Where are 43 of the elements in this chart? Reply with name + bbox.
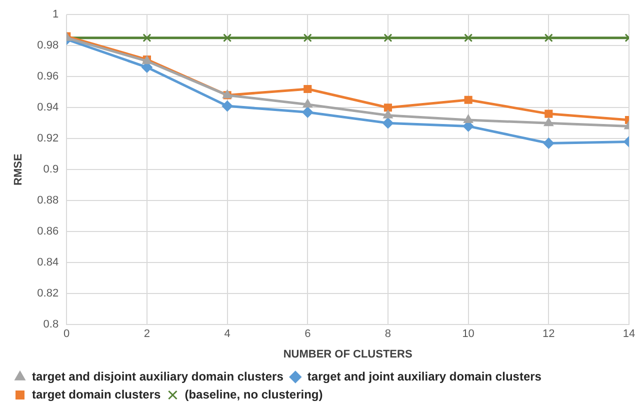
point [544, 118, 554, 126]
point [543, 138, 554, 149]
point [464, 96, 472, 104]
x-tick-label: 4 [224, 328, 230, 340]
y-tick-label: 0.92 [37, 132, 59, 145]
point [304, 84, 312, 94]
point [384, 104, 392, 112]
y-tick-label: 0.9 [43, 164, 59, 176]
point [382, 118, 394, 129]
y-tick-label: 0.8 [43, 318, 59, 331]
y-tick-label: 1 [52, 8, 59, 21]
y-tick-label: 0.94 [37, 102, 59, 114]
legend-label: target and joint auxiliary domain clusters [307, 369, 542, 384]
x-tick-label: 14 [622, 328, 636, 340]
point [142, 34, 152, 42]
x-tick-label: 12 [542, 328, 555, 340]
point [384, 34, 392, 42]
y-tick-label: 0.86 [37, 226, 59, 238]
point [463, 114, 474, 123]
y-tick-label: 0.96 [37, 70, 59, 83]
x-tick-label: 2 [144, 328, 150, 340]
x-axis-title: NUMBER OF CLUSTERS [283, 348, 412, 360]
legend-label: target and disjoint auxiliary domain clusters [32, 369, 284, 384]
legend-label: target domain clusters [32, 387, 162, 402]
y-axis-title: RMSE [12, 154, 25, 186]
point [302, 99, 312, 108]
y-tick-label: 0.88 [37, 194, 59, 207]
y-tick-label: 0.82 [37, 288, 59, 300]
x-tick-label: 0 [64, 328, 70, 340]
point [302, 106, 314, 118]
y-tick-label: 0.98 [37, 40, 59, 52]
point [222, 100, 233, 112]
point [544, 34, 553, 42]
point [464, 34, 473, 42]
x-tick-label: 8 [384, 328, 392, 340]
point [544, 110, 553, 118]
point [303, 34, 312, 42]
legend-label: (baseline, no clustering) [184, 387, 323, 402]
x-tick-label: 6 [304, 328, 311, 340]
point [383, 110, 393, 118]
x-tick-label: 10 [462, 328, 474, 340]
y-tick-label: 0.84 [37, 256, 59, 269]
point [223, 34, 232, 42]
